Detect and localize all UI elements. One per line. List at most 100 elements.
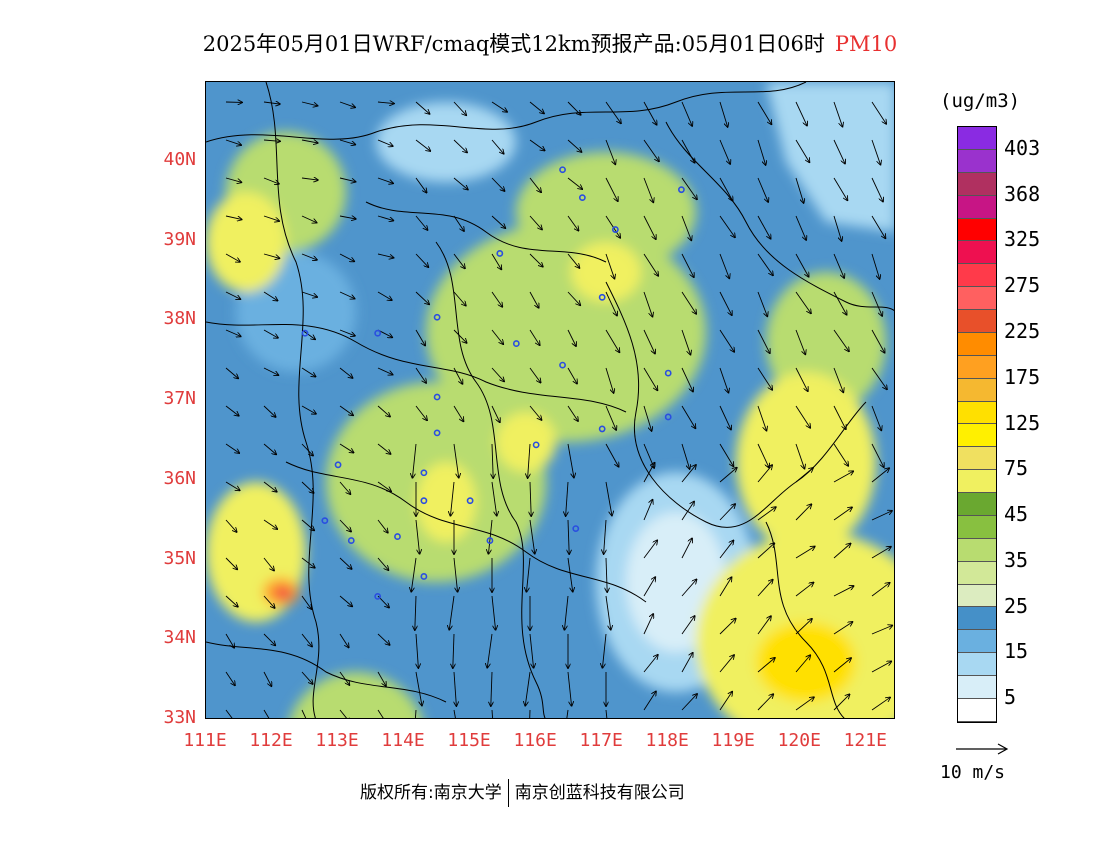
- wind-arrow: [757, 465, 772, 483]
- wind-arrow: [757, 367, 772, 390]
- wind-arrow: [871, 291, 882, 316]
- lon-label: 114E: [381, 730, 425, 751]
- wind-arrow: [225, 291, 240, 299]
- station-marker: [347, 537, 355, 544]
- lon-label: 115E: [447, 730, 491, 751]
- wind-arrow: [681, 329, 690, 355]
- high-zone-tianjin: [571, 242, 641, 302]
- wind-arrow: [719, 504, 735, 521]
- boundary-line-2: [435, 241, 546, 718]
- wind-arrow: [225, 671, 235, 685]
- wind-arrow: [453, 405, 463, 421]
- wind-arrow: [719, 655, 734, 673]
- legend-swatch: [958, 172, 996, 196]
- high-zone-hebei-s: [496, 412, 556, 472]
- wind-arrow: [795, 443, 804, 469]
- legend-swatch: [958, 698, 996, 722]
- wind-arrow: [450, 481, 455, 516]
- wind-arrow: [719, 101, 728, 127]
- wind-arrow: [605, 367, 614, 393]
- wind-arrow: [757, 507, 776, 521]
- wind-arrow: [681, 253, 694, 277]
- wind-arrow: [719, 405, 731, 430]
- lat-label: 39N: [163, 228, 196, 250]
- wind-arrow: [719, 253, 729, 278]
- wind-arrow: [757, 443, 769, 468]
- wind-arrow: [491, 291, 502, 307]
- wind-arrow: [225, 443, 239, 453]
- wind-arrow: [339, 291, 355, 299]
- wind-arrow: [301, 291, 317, 297]
- wind-arrow: [415, 101, 430, 114]
- forecast-map: [205, 81, 895, 719]
- wind-arrow: [795, 367, 808, 391]
- station-marker: [611, 226, 619, 233]
- wind-arrow: [263, 671, 271, 686]
- wind-arrow: [491, 709, 494, 718]
- legend-swatch: [958, 538, 996, 562]
- wind-arrow: [605, 177, 618, 201]
- legend-unit: (ug/m3): [940, 90, 1021, 112]
- wind-arrow: [530, 481, 531, 516]
- concentration-field: [206, 82, 894, 718]
- wind-arrow: [795, 139, 809, 162]
- wind-arrow: [871, 468, 889, 483]
- wind-arrow: [339, 557, 352, 569]
- wind-arrow: [604, 519, 606, 554]
- wind-arrow: [414, 709, 417, 718]
- wind-arrow: [339, 101, 355, 107]
- legend-tick: 225: [1004, 318, 1041, 343]
- wind-arrow: [833, 139, 845, 164]
- wind-arrow: [681, 502, 694, 521]
- wind-arrow: [529, 367, 541, 383]
- wind-arrow: [606, 557, 607, 592]
- legend-tick: 275: [1004, 273, 1041, 298]
- wind-arrow: [339, 405, 353, 415]
- wind-arrow: [453, 215, 464, 231]
- wind-arrow: [833, 367, 843, 392]
- wind-arrow: [411, 557, 417, 592]
- wind-arrow: [339, 481, 350, 494]
- legend-swatch: [958, 195, 996, 219]
- legend-tick: 325: [1004, 227, 1041, 252]
- lon-label: 118E: [645, 730, 689, 751]
- wind-arrow: [529, 101, 544, 113]
- wind-reference-arrow: [956, 743, 1009, 755]
- wind-arrow: [453, 139, 467, 152]
- legend-tick: 75: [1004, 456, 1029, 481]
- wind-arrow: [301, 367, 316, 377]
- wind-arrow: [566, 481, 568, 516]
- wind-arrow: [263, 519, 277, 529]
- wind-arrow: [795, 405, 810, 428]
- wind-arrow: [301, 481, 314, 493]
- wind-arrow: [415, 139, 430, 151]
- station-marker: [433, 429, 441, 437]
- wind-arrow: [529, 215, 542, 229]
- station-marker: [394, 533, 401, 540]
- wind-arrow: [301, 519, 314, 530]
- wind-arrow: [339, 216, 356, 219]
- wind-arrow: [491, 405, 500, 422]
- wind-arrow: [719, 443, 733, 466]
- station-marker: [664, 369, 672, 377]
- legend-swatch: [958, 676, 996, 699]
- wind-arrow: [225, 405, 239, 416]
- wind-arrow: [833, 586, 854, 597]
- wind-arrow: [525, 671, 531, 706]
- wind-arrow: [488, 519, 493, 554]
- wind-arrow: [566, 709, 569, 718]
- lon-label: 116E: [513, 730, 557, 751]
- wind-arrow: [415, 291, 429, 304]
- wind-arrow: [757, 329, 770, 353]
- wind-arrow: [757, 253, 773, 275]
- wind-arrow: [643, 253, 658, 276]
- wind-arrow: [681, 177, 697, 199]
- station-marker: [559, 166, 566, 174]
- legend-tick: 403: [1004, 135, 1041, 160]
- wind-arrow: [491, 481, 497, 516]
- station-marker: [559, 361, 566, 369]
- lon-label: 113E: [315, 730, 359, 751]
- wind-arrow: [567, 367, 577, 384]
- wind-arrow: [795, 619, 812, 635]
- wind-arrow: [339, 253, 354, 261]
